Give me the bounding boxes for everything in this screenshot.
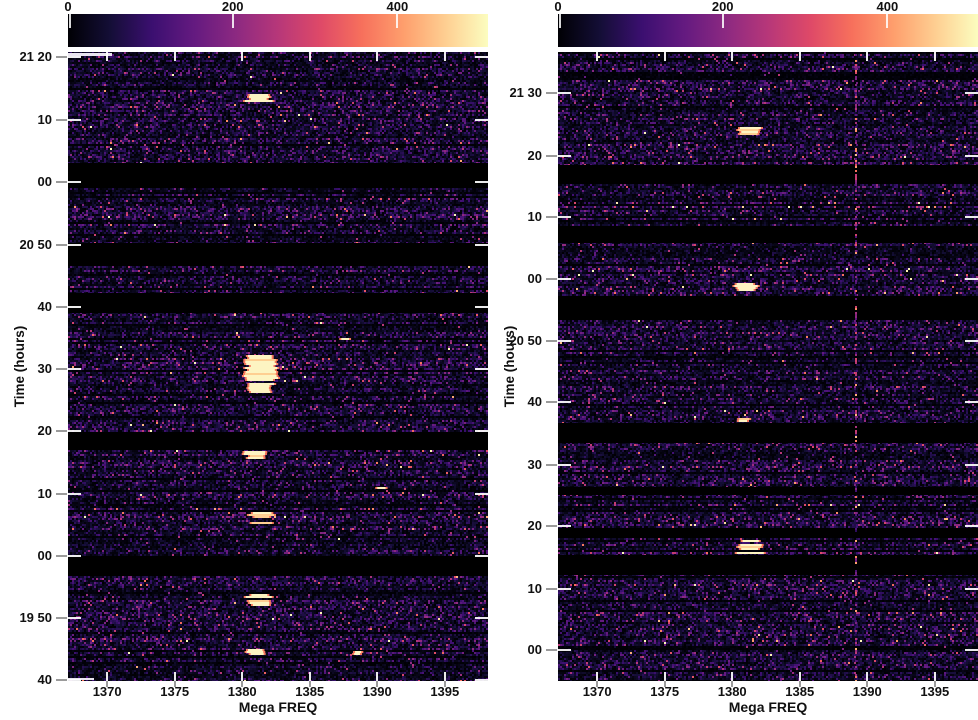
y-tick-label: 00 xyxy=(37,547,52,563)
y-tick-label: 10 xyxy=(37,486,52,502)
x-tick-label: 1395 xyxy=(430,684,460,699)
y-tick-label: 30 xyxy=(37,361,52,377)
colorbar-tick xyxy=(721,14,724,28)
colorbar-tick-label: 200 xyxy=(711,0,734,14)
y-tick-dash xyxy=(546,215,557,218)
y-tick-dash xyxy=(546,278,557,281)
y-tick-label: 00 xyxy=(37,174,52,190)
y-tick-label: 10 xyxy=(527,581,542,597)
y-tick-dash xyxy=(546,340,557,343)
x-tick-label: 1380 xyxy=(227,684,257,699)
x-tick-label: 1395 xyxy=(920,684,950,699)
y-tick-dash xyxy=(56,617,67,620)
x-tick-label: 1385 xyxy=(785,684,815,699)
y-tick-label: 21 20 xyxy=(19,49,52,65)
colorbar-tick xyxy=(231,14,234,28)
y-tick-dash xyxy=(546,464,557,467)
x-tick-dash xyxy=(866,681,869,687)
y-tick-label: 40 xyxy=(37,298,52,314)
y-tick-dash xyxy=(56,118,67,121)
y-tick-dash xyxy=(56,244,67,247)
colorbar-tick-label: 400 xyxy=(386,0,409,14)
y-tick-label: 21 30 xyxy=(509,84,542,100)
y-tick-dash xyxy=(546,400,557,403)
y-tick-dash xyxy=(56,181,67,184)
y-tick-dash xyxy=(546,649,557,652)
x-tick-label: 1375 xyxy=(160,684,190,699)
left-y-axis-label: Time (hours) xyxy=(12,325,27,408)
colorbar-tick xyxy=(559,14,561,28)
y-tick-dash xyxy=(546,154,557,157)
x-tick-dash xyxy=(376,681,379,687)
right-x-axis-label: Mega FREQ xyxy=(728,699,808,715)
y-tick-label: 20 xyxy=(37,423,52,439)
y-tick-label: 19 50 xyxy=(19,610,52,626)
y-tick-label: 00 xyxy=(527,642,542,658)
y-tick-dash xyxy=(56,554,67,557)
y-tick-dash xyxy=(546,588,557,591)
left-spectrogram-canvas xyxy=(68,52,488,681)
x-tick-dash xyxy=(731,681,734,687)
y-tick-label: 20 50 xyxy=(509,333,542,349)
y-tick-dash xyxy=(56,493,67,496)
y-tick-label: 20 xyxy=(527,518,542,534)
y-tick-label: 20 xyxy=(527,147,542,163)
colorbar-tick xyxy=(886,14,889,28)
y-tick-dash xyxy=(56,678,67,681)
x-tick-dash xyxy=(308,681,311,687)
x-tick-label: 1390 xyxy=(852,684,882,699)
y-tick-dash xyxy=(56,368,67,371)
colorbar-tick-label: 400 xyxy=(876,0,899,14)
left-colorbar-labels: 0 200 400 xyxy=(64,0,488,14)
y-tick-dash xyxy=(56,56,67,59)
x-tick-label: 1375 xyxy=(650,684,680,699)
y-tick-label: 20 50 xyxy=(19,237,52,253)
x-tick-dash xyxy=(443,681,446,687)
right-spectrogram-canvas xyxy=(558,52,978,681)
x-tick-dash xyxy=(798,681,801,687)
x-tick-label: 1370 xyxy=(92,684,122,699)
x-tick-dash xyxy=(663,681,666,687)
y-tick-label: 40 xyxy=(37,671,52,687)
y-tick-label: 30 xyxy=(527,457,542,473)
x-tick-dash xyxy=(596,681,599,687)
x-tick-label: 1380 xyxy=(717,684,747,699)
colorbar-tick-label: 0 xyxy=(64,0,72,14)
y-tick-dash xyxy=(546,525,557,528)
x-tick-dash xyxy=(106,681,109,687)
colorbar-tick xyxy=(69,14,71,28)
right-y-axis-label: Time (hours) xyxy=(502,325,517,408)
x-tick-label: 1370 xyxy=(582,684,612,699)
x-tick-label: 1385 xyxy=(295,684,325,699)
x-tick-dash xyxy=(173,681,176,687)
colorbar-tick-label: 200 xyxy=(221,0,244,14)
right-colorbar xyxy=(558,14,978,47)
y-tick-label: 40 xyxy=(527,393,542,409)
x-tick-dash xyxy=(933,681,936,687)
y-tick-label: 10 xyxy=(37,111,52,127)
colorbar-tick-label: 0 xyxy=(554,0,562,14)
left-x-axis-label: Mega FREQ xyxy=(238,699,318,715)
y-tick-dash xyxy=(546,91,557,94)
colorbar-tick xyxy=(396,14,399,28)
y-tick-label: 10 xyxy=(527,208,542,224)
left-colorbar xyxy=(68,14,488,47)
right-colorbar-labels: 0 200 400 xyxy=(554,0,978,14)
y-tick-dash xyxy=(56,305,67,308)
y-tick-label: 00 xyxy=(527,271,542,287)
y-tick-dash xyxy=(56,430,67,433)
x-tick-dash xyxy=(241,681,244,687)
x-tick-label: 1390 xyxy=(362,684,392,699)
